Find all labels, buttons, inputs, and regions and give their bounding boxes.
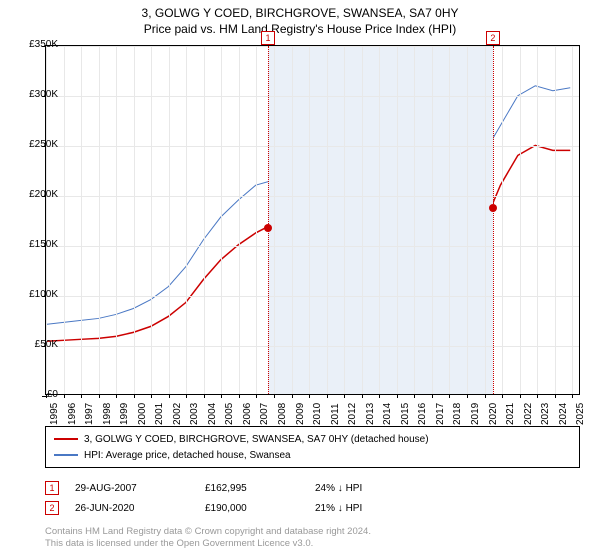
x-axis-label: 2001 bbox=[154, 403, 165, 425]
y-axis-label: £300K bbox=[18, 89, 58, 100]
x-axis-label: 2003 bbox=[189, 403, 200, 425]
legend-label: 3, GOLWG Y COED, BIRCHGROVE, SWANSEA, SA… bbox=[84, 434, 429, 445]
y-axis-label: £50K bbox=[18, 339, 58, 350]
event-hpi: 21% ↓ HPI bbox=[315, 503, 362, 514]
event-marker-box: 2 bbox=[486, 31, 500, 45]
x-axis-label: 2021 bbox=[505, 403, 516, 425]
y-axis-label: £250K bbox=[18, 139, 58, 150]
legend-swatch bbox=[54, 454, 78, 456]
legend-item: 3, GOLWG Y COED, BIRCHGROVE, SWANSEA, SA… bbox=[54, 431, 571, 447]
x-axis-label: 2025 bbox=[575, 403, 586, 425]
x-axis-label: 2024 bbox=[558, 403, 569, 425]
event-vline bbox=[268, 46, 269, 394]
y-axis-label: £200K bbox=[18, 189, 58, 200]
x-axis-label: 2016 bbox=[417, 403, 428, 425]
x-axis-label: 2002 bbox=[172, 403, 183, 425]
y-axis-label: £100K bbox=[18, 289, 58, 300]
event-row: 1 29-AUG-2007£162,99524% ↓ HPI bbox=[45, 478, 580, 498]
event-id-box: 2 bbox=[45, 501, 59, 515]
x-axis-label: 2017 bbox=[435, 403, 446, 425]
event-hpi: 24% ↓ HPI bbox=[315, 483, 362, 494]
x-axis-label: 2009 bbox=[295, 403, 306, 425]
x-axis-label: 2015 bbox=[400, 403, 411, 425]
x-axis-label: 2014 bbox=[382, 403, 393, 425]
x-axis-label: 2000 bbox=[137, 403, 148, 425]
x-axis-label: 2004 bbox=[207, 403, 218, 425]
event-row: 2 26-JUN-2020£190,00021% ↓ HPI bbox=[45, 498, 580, 518]
title-address: 3, GOLWG Y COED, BIRCHGROVE, SWANSEA, SA… bbox=[0, 6, 600, 20]
footer-attribution: Contains HM Land Registry data © Crown c… bbox=[45, 526, 580, 551]
x-axis-label: 1996 bbox=[67, 403, 78, 425]
x-axis-label: 2008 bbox=[277, 403, 288, 425]
event-marker-dot bbox=[264, 224, 272, 232]
event-id-box: 1 bbox=[45, 481, 59, 495]
legend-label: HPI: Average price, detached house, Swan… bbox=[84, 450, 291, 461]
event-date: 29-AUG-2007 bbox=[75, 483, 205, 494]
x-axis-label: 2007 bbox=[259, 403, 270, 425]
title-subtitle: Price paid vs. HM Land Registry's House … bbox=[0, 22, 600, 36]
x-axis-label: 1999 bbox=[119, 403, 130, 425]
y-axis-label: £0 bbox=[18, 389, 58, 400]
chart-title: 3, GOLWG Y COED, BIRCHGROVE, SWANSEA, SA… bbox=[0, 0, 600, 38]
chart-plot-area: 12 bbox=[45, 45, 580, 395]
footer-line2: This data is licensed under the Open Gov… bbox=[45, 538, 580, 550]
x-axis-label: 2005 bbox=[224, 403, 235, 425]
x-axis-label: 2023 bbox=[540, 403, 551, 425]
y-axis-label: £350K bbox=[18, 39, 58, 50]
event-marker-dot bbox=[489, 204, 497, 212]
y-axis-label: £150K bbox=[18, 239, 58, 250]
event-price: £162,995 bbox=[205, 483, 315, 494]
x-axis-label: 2012 bbox=[347, 403, 358, 425]
event-vline bbox=[493, 46, 494, 394]
sale-events: 1 29-AUG-2007£162,99524% ↓ HPI 2 26-JUN-202… bbox=[45, 478, 580, 518]
chart-legend: 3, GOLWG Y COED, BIRCHGROVE, SWANSEA, SA… bbox=[45, 426, 580, 551]
footer-line1: Contains HM Land Registry data © Crown c… bbox=[45, 526, 580, 538]
event-date: 26-JUN-2020 bbox=[75, 503, 205, 514]
x-axis-label: 2018 bbox=[452, 403, 463, 425]
x-axis-label: 2006 bbox=[242, 403, 253, 425]
x-axis-label: 2020 bbox=[488, 403, 499, 425]
legend-item: HPI: Average price, detached house, Swan… bbox=[54, 447, 571, 463]
x-axis-label: 2013 bbox=[365, 403, 376, 425]
legend-swatch bbox=[54, 438, 78, 440]
legend-box: 3, GOLWG Y COED, BIRCHGROVE, SWANSEA, SA… bbox=[45, 426, 580, 468]
chart-shaded-region bbox=[268, 46, 493, 394]
x-axis-label: 2011 bbox=[330, 403, 341, 425]
x-axis-label: 1998 bbox=[102, 403, 113, 425]
x-axis-label: 1997 bbox=[84, 403, 95, 425]
event-marker-box: 1 bbox=[261, 31, 275, 45]
x-axis-label: 2019 bbox=[470, 403, 481, 425]
x-axis-label: 2022 bbox=[523, 403, 534, 425]
x-axis-label: 2010 bbox=[312, 403, 323, 425]
x-axis-label: 1995 bbox=[49, 403, 60, 425]
event-price: £190,000 bbox=[205, 503, 315, 514]
